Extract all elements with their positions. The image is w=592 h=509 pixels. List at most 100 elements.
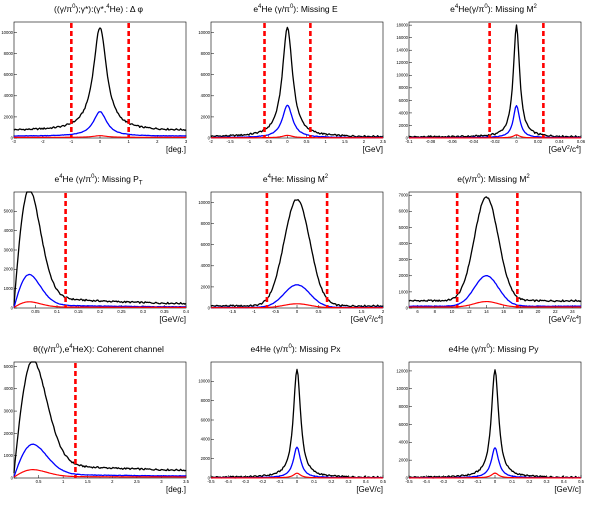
x-tick-label: -0.4 bbox=[423, 479, 431, 484]
y-tick-label: 6000 bbox=[4, 72, 14, 77]
y-tick-label: 2000 bbox=[201, 284, 211, 289]
plot-frame bbox=[408, 191, 582, 309]
y-tick-label: 12000 bbox=[396, 60, 408, 65]
x-tick-label: -0.02 bbox=[490, 139, 500, 144]
x-tick-label: 0 bbox=[296, 479, 299, 484]
chart-title: e4He (γ/π0): Missing PT bbox=[54, 174, 143, 187]
x-tick-label: 0.3 bbox=[346, 479, 352, 484]
x-tick-label: 0.06 bbox=[577, 139, 586, 144]
x-tick-label: 1.5 bbox=[85, 479, 91, 484]
chart-svg: 0 2000 4000 6000 8000 10000 -0.5 -0.4 -0.3 -0.2 -0… bbox=[198, 361, 387, 494]
x-tick-label: 2.5 bbox=[134, 479, 140, 484]
y-tick-label: 2000 bbox=[201, 114, 211, 119]
y-tick-label: 4000 bbox=[201, 93, 211, 98]
y-tick-label: 3000 bbox=[4, 247, 14, 252]
x-tick-label: 1 bbox=[324, 139, 327, 144]
x-axis-label: [GeV] bbox=[363, 145, 383, 154]
x-tick-label: -0.5 bbox=[272, 309, 280, 314]
x-tick-label: -0.04 bbox=[469, 139, 479, 144]
x-tick-label: -1.5 bbox=[229, 309, 237, 314]
x-tick-label: 0.5 bbox=[36, 479, 42, 484]
x-axis-label: [deg.] bbox=[166, 145, 186, 154]
x-axis-label: [GeV2/c4] bbox=[549, 145, 581, 154]
y-tick-label: 2000 bbox=[4, 114, 14, 119]
x-tick-label: 0.04 bbox=[555, 139, 564, 144]
y-tick-label: 1000 bbox=[399, 289, 409, 294]
series-background-line bbox=[408, 472, 582, 479]
y-tick-label: 4000 bbox=[201, 437, 211, 442]
x-tick-label: 12 bbox=[467, 309, 472, 314]
y-tick-label: 8000 bbox=[399, 404, 409, 409]
chart-svg: 0 1000 2000 3000 4000 5000 6000 7000 6 8 10 12 14 16 1… bbox=[399, 191, 582, 324]
x-axis-label: [GeV/c] bbox=[159, 315, 186, 324]
y-tick-label: 6000 bbox=[201, 417, 211, 422]
x-tick-label: 6 bbox=[416, 309, 419, 314]
y-tick-label: 12000 bbox=[396, 368, 408, 373]
x-tick-label: 0.4 bbox=[183, 309, 189, 314]
x-tick-label: 0.25 bbox=[117, 309, 126, 314]
y-tick-label: 6000 bbox=[201, 242, 211, 247]
plot-frame bbox=[210, 191, 384, 309]
y-tick-label: 10000 bbox=[198, 30, 210, 35]
x-tick-label: -2 bbox=[41, 139, 45, 144]
y-tick-label: 4000 bbox=[4, 386, 14, 391]
x-tick-label: 1 bbox=[127, 139, 130, 144]
x-tick-label: -0.5 bbox=[265, 139, 273, 144]
y-tick-label: 10000 bbox=[1, 30, 13, 35]
x-tick-label: 0.3 bbox=[544, 479, 550, 484]
y-tick-label: 4000 bbox=[4, 228, 14, 233]
chart-svg: 0 1000 2000 3000 4000 5000 0.05 0.1 0.15 0.2 0.25 0… bbox=[4, 191, 190, 324]
y-tick-label: 18000 bbox=[396, 23, 408, 28]
y-tick-label: 8000 bbox=[399, 85, 409, 90]
chart-svg: 0 2000 4000 6000 8000 10000 -3 -2 -1 0 1 2 3[deg.] bbox=[1, 21, 188, 154]
y-tick-label: 8000 bbox=[201, 398, 211, 403]
x-tick-label: -0.2 bbox=[259, 479, 267, 484]
x-tick-label: -0.3 bbox=[242, 479, 250, 484]
chart-title: e4He(γ/π0): Missing M2 bbox=[450, 4, 537, 14]
y-tick-label: 8000 bbox=[201, 51, 211, 56]
x-tick-label: 0.15 bbox=[74, 309, 83, 314]
x-tick-label: 0.2 bbox=[97, 309, 103, 314]
x-tick-label: 1.5 bbox=[359, 309, 365, 314]
x-tick-label: 0.3 bbox=[140, 309, 146, 314]
y-tick-label: 10000 bbox=[396, 386, 408, 391]
y-tick-label: 0 bbox=[208, 135, 211, 140]
x-tick-label: 1.5 bbox=[342, 139, 348, 144]
y-tick-label: 0 bbox=[11, 305, 14, 310]
x-tick-label: 3 bbox=[185, 139, 188, 144]
y-tick-label: 5000 bbox=[4, 209, 14, 214]
series-total-line bbox=[210, 368, 384, 479]
x-axis-label: [GeV/c] bbox=[356, 485, 383, 494]
x-tick-label: 0.1 bbox=[54, 309, 60, 314]
series-signal-line bbox=[210, 104, 384, 139]
chart-title: e4He (γ/π0): Missing Py bbox=[448, 344, 539, 354]
y-tick-label: 1000 bbox=[4, 453, 14, 458]
x-tick-label: 0.5 bbox=[578, 479, 584, 484]
chart-title: θ((γ/π0),e4HeX): Coherent channel bbox=[33, 344, 164, 354]
x-tick-label: 8 bbox=[434, 309, 437, 314]
chart-panel: e4He: Missing M2 0 2000 4000 6000 8000 10000 -1… bbox=[197, 170, 394, 339]
y-tick-label: 5000 bbox=[4, 364, 14, 369]
y-tick-label: 8000 bbox=[201, 221, 211, 226]
x-tick-label: 0.5 bbox=[380, 479, 386, 484]
x-tick-label: -0.5 bbox=[207, 479, 215, 484]
chart-title: e4He: Missing M2 bbox=[262, 174, 329, 184]
y-tick-label: 14000 bbox=[396, 48, 408, 53]
x-tick-label: -1 bbox=[69, 139, 73, 144]
series-total-line bbox=[210, 199, 384, 308]
chart-svg: 0 1000 2000 3000 4000 5000 0.5 1 1.5 2 2.5 3 3.5[deg… bbox=[4, 361, 190, 494]
x-axis-label: [GeV2/c4] bbox=[351, 315, 383, 324]
y-tick-label: 0 bbox=[406, 475, 409, 480]
x-tick-label: -0.08 bbox=[426, 139, 436, 144]
x-tick-label: 0 bbox=[494, 479, 497, 484]
y-tick-label: 2000 bbox=[399, 123, 409, 128]
chart-panel: e4He (γ/π0): Missing E 0 2000 4000 6000 8000 1… bbox=[197, 0, 394, 169]
y-tick-label: 8000 bbox=[4, 51, 14, 56]
x-tick-label: -0.3 bbox=[440, 479, 448, 484]
x-tick-label: 0.05 bbox=[31, 309, 40, 314]
y-tick-label: 2000 bbox=[4, 431, 14, 436]
x-tick-label: 1 bbox=[62, 479, 65, 484]
series-signal-line bbox=[13, 443, 187, 478]
x-tick-label: 0.2 bbox=[328, 479, 334, 484]
x-tick-label: 3.5 bbox=[183, 479, 189, 484]
